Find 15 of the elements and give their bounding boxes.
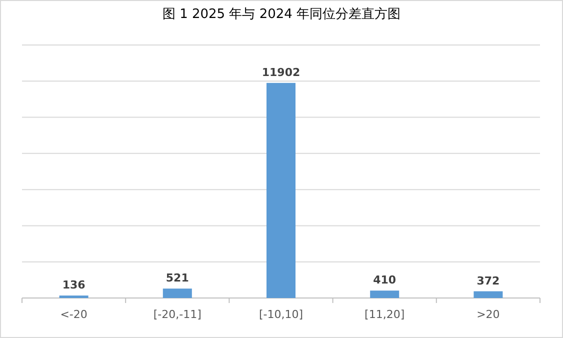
x-tick-label: >20: [476, 308, 500, 321]
data-label: 372: [476, 274, 500, 288]
x-tick-label: [-20,-11]: [153, 308, 202, 321]
x-tick-label: <-20: [60, 308, 88, 321]
bar: [370, 290, 400, 298]
x-tick-label: [11,20]: [364, 308, 405, 321]
data-label: 11902: [262, 66, 300, 79]
x-tick-label: [-10,10]: [258, 308, 304, 321]
bar: [162, 288, 192, 298]
bar: [266, 82, 296, 298]
data-label: 521: [166, 272, 189, 285]
data-label: 136: [62, 278, 86, 292]
data-label: 410: [373, 274, 396, 287]
chart-title: 图 1 2025 年与 2024 年同位分差直方图: [162, 6, 401, 22]
bar: [474, 291, 503, 298]
